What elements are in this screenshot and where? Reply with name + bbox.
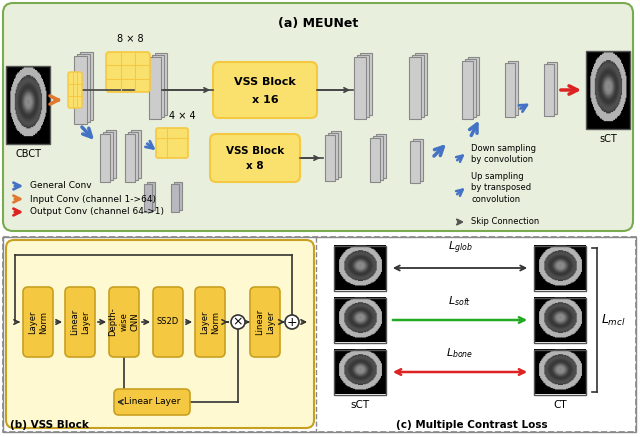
Text: Input Conv (channel 1->64): Input Conv (channel 1->64) bbox=[30, 194, 156, 204]
Text: Linear
Layer: Linear Layer bbox=[70, 309, 90, 335]
Bar bbox=[325, 135, 335, 181]
Bar bbox=[128, 132, 138, 180]
Text: SS2D: SS2D bbox=[157, 318, 179, 326]
Bar bbox=[373, 136, 383, 180]
Text: Up sampling
by transposed
convolution: Up sampling by transposed convolution bbox=[471, 172, 531, 205]
Text: x 16: x 16 bbox=[252, 95, 278, 105]
FancyBboxPatch shape bbox=[106, 52, 150, 92]
Bar bbox=[106, 130, 116, 178]
Text: General Conv: General Conv bbox=[30, 181, 92, 191]
FancyBboxPatch shape bbox=[153, 287, 183, 357]
Text: VSS Block: VSS Block bbox=[234, 77, 296, 87]
Bar bbox=[174, 182, 182, 210]
Text: Layer
Norm: Layer Norm bbox=[28, 310, 48, 334]
Bar bbox=[534, 350, 586, 395]
Text: $L_{mcl}$: $L_{mcl}$ bbox=[601, 312, 626, 328]
Text: Linear
Layer: Linear Layer bbox=[255, 309, 275, 335]
Bar bbox=[334, 350, 386, 395]
Bar bbox=[410, 141, 420, 183]
Text: CT: CT bbox=[553, 400, 567, 410]
FancyBboxPatch shape bbox=[68, 72, 82, 108]
Text: +: + bbox=[287, 316, 298, 329]
Text: 4 × 4: 4 × 4 bbox=[169, 111, 195, 121]
FancyBboxPatch shape bbox=[114, 389, 190, 415]
Bar bbox=[147, 182, 155, 210]
FancyBboxPatch shape bbox=[3, 3, 633, 231]
Text: Depth-
wise
CNN: Depth- wise CNN bbox=[108, 308, 140, 336]
Bar bbox=[334, 246, 386, 291]
Bar bbox=[357, 55, 369, 117]
Text: $L_{bone}$: $L_{bone}$ bbox=[446, 346, 474, 360]
Text: (b) VSS Block: (b) VSS Block bbox=[10, 420, 89, 430]
FancyBboxPatch shape bbox=[250, 287, 280, 357]
Text: Output Conv (channel 64->1): Output Conv (channel 64->1) bbox=[30, 208, 164, 216]
Text: $L_{glob}$: $L_{glob}$ bbox=[448, 239, 472, 256]
FancyBboxPatch shape bbox=[23, 287, 53, 357]
FancyBboxPatch shape bbox=[109, 287, 139, 357]
Bar bbox=[370, 138, 380, 182]
Bar bbox=[586, 51, 630, 129]
Text: Layer
Norm: Layer Norm bbox=[200, 310, 220, 334]
Bar bbox=[6, 66, 50, 144]
Bar bbox=[354, 57, 366, 119]
Text: (a) MEUNet: (a) MEUNet bbox=[278, 17, 358, 30]
Bar bbox=[100, 134, 110, 182]
Bar bbox=[409, 57, 421, 119]
FancyBboxPatch shape bbox=[156, 128, 188, 158]
Bar bbox=[331, 131, 341, 177]
Bar bbox=[328, 133, 338, 179]
Bar bbox=[131, 130, 141, 178]
Bar bbox=[505, 63, 515, 117]
Text: sCT: sCT bbox=[599, 134, 617, 144]
FancyBboxPatch shape bbox=[210, 134, 300, 182]
Text: (c) Multiple Contrast Loss: (c) Multiple Contrast Loss bbox=[396, 420, 548, 430]
Bar bbox=[376, 134, 386, 178]
Bar bbox=[534, 246, 586, 291]
Text: Linear Layer: Linear Layer bbox=[124, 398, 180, 406]
Text: Down sampling
by convolution: Down sampling by convolution bbox=[471, 144, 536, 164]
Bar bbox=[534, 298, 586, 343]
Bar bbox=[461, 61, 472, 119]
Bar bbox=[77, 54, 90, 122]
Bar bbox=[508, 61, 518, 115]
Bar bbox=[103, 132, 113, 180]
Bar bbox=[149, 57, 161, 119]
Circle shape bbox=[285, 315, 299, 329]
Text: x 8: x 8 bbox=[246, 161, 264, 171]
Text: Skip Connection: Skip Connection bbox=[471, 218, 540, 226]
Bar bbox=[155, 53, 167, 115]
Bar bbox=[547, 62, 557, 114]
Bar bbox=[544, 64, 554, 116]
Bar bbox=[465, 59, 476, 117]
Text: 8 × 8: 8 × 8 bbox=[116, 34, 143, 44]
Text: $L_{soft}$: $L_{soft}$ bbox=[449, 294, 472, 308]
Bar bbox=[467, 57, 479, 115]
Bar bbox=[125, 134, 135, 182]
Circle shape bbox=[231, 315, 245, 329]
FancyBboxPatch shape bbox=[6, 240, 314, 428]
Bar bbox=[3, 237, 636, 432]
Bar bbox=[413, 139, 423, 181]
Bar bbox=[412, 55, 424, 117]
Bar bbox=[144, 184, 152, 212]
Bar bbox=[360, 53, 372, 115]
FancyBboxPatch shape bbox=[195, 287, 225, 357]
Bar bbox=[171, 184, 179, 212]
Bar bbox=[334, 298, 386, 343]
Bar bbox=[415, 53, 427, 115]
Text: ×: × bbox=[233, 316, 243, 329]
Text: CBCT: CBCT bbox=[15, 149, 41, 159]
Bar bbox=[79, 52, 93, 120]
Text: sCT: sCT bbox=[351, 400, 369, 410]
FancyBboxPatch shape bbox=[213, 62, 317, 118]
Bar bbox=[74, 56, 86, 124]
Text: VSS Block: VSS Block bbox=[226, 146, 284, 156]
FancyBboxPatch shape bbox=[65, 287, 95, 357]
Bar bbox=[3, 237, 636, 432]
Bar bbox=[152, 55, 164, 117]
